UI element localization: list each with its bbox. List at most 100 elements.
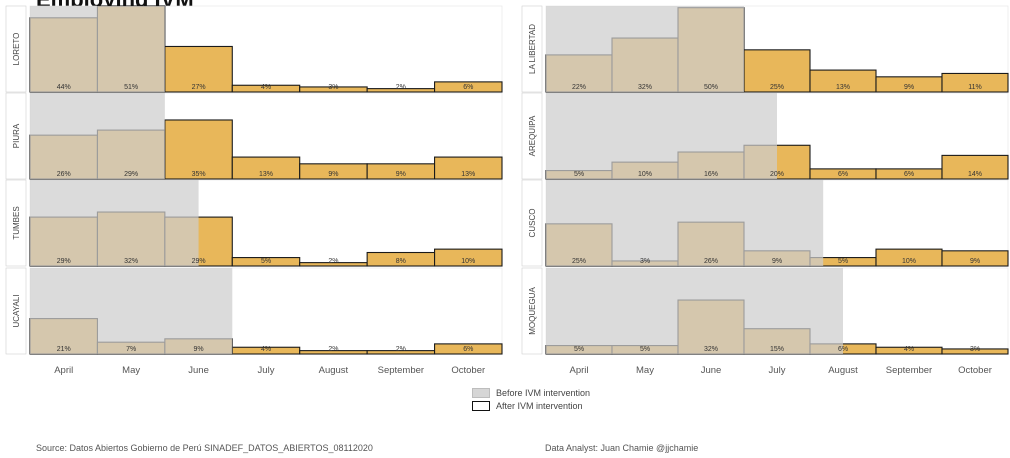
facet-label-ucayali: UCAYALI xyxy=(12,294,21,327)
x-tick-label-right-june: June xyxy=(701,365,722,376)
value-label-la-libertad-june: 50% xyxy=(704,84,718,91)
facet-label-moquegua: MOQUEGUA xyxy=(528,287,537,335)
before-shade-tumbes xyxy=(30,180,199,266)
legend-item-after: After IVM intervention xyxy=(472,399,590,412)
x-tick-label-right-may: May xyxy=(636,365,654,376)
before-shade-ucayali xyxy=(30,268,233,354)
before-shade-cusco xyxy=(546,180,824,266)
value-label-cusco-june: 26% xyxy=(704,258,718,265)
facet-label-tumbes: TUMBES xyxy=(12,206,21,239)
value-label-arequipa-july: 20% xyxy=(770,171,784,178)
value-label-tumbes-october: 10% xyxy=(461,258,475,265)
bar-piura-june xyxy=(164,119,233,180)
value-label-cusco-september: 10% xyxy=(902,258,916,265)
before-shade-la-libertad xyxy=(546,6,744,92)
facet-label-loreto: LORETO xyxy=(12,33,21,66)
x-tick-label-right-october: October xyxy=(958,365,992,376)
value-label-tumbes-april: 29% xyxy=(57,258,71,265)
bar-moquegua-october xyxy=(941,348,1009,355)
bar-loreto-october xyxy=(434,81,503,93)
value-label-loreto-september: 2% xyxy=(396,84,406,91)
value-label-arequipa-september: 6% xyxy=(904,171,914,178)
value-label-loreto-june: 27% xyxy=(192,84,206,91)
value-label-loreto-april: 44% xyxy=(57,84,71,91)
value-label-la-libertad-october: 11% xyxy=(968,84,982,91)
value-label-arequipa-may: 10% xyxy=(638,171,652,178)
x-tick-label-left-july: July xyxy=(258,365,275,376)
value-label-cusco-april: 25% xyxy=(572,258,586,265)
value-label-cusco-august: 5% xyxy=(838,258,848,265)
bar-la-libertad-october xyxy=(941,72,1009,93)
x-tick-label-right-august: August xyxy=(828,365,858,376)
value-label-cusco-july: 9% xyxy=(772,258,782,265)
value-label-cusco-may: 3% xyxy=(640,258,650,265)
legend-label-after: After IVM intervention xyxy=(496,400,583,411)
facet-strip-moquegua xyxy=(521,267,543,355)
value-label-moquegua-may: 5% xyxy=(640,346,650,353)
bar-loreto-june xyxy=(164,45,233,93)
value-label-moquegua-june: 32% xyxy=(704,346,718,353)
facet-label-piura: PIURA xyxy=(12,123,21,148)
value-label-ucayali-june: 9% xyxy=(194,346,204,353)
legend-item-before: Before IVM intervention xyxy=(472,386,590,399)
value-label-tumbes-june: 29% xyxy=(192,258,206,265)
value-label-piura-august: 9% xyxy=(328,171,338,178)
value-label-ucayali-august: 2% xyxy=(328,346,338,353)
before-shade-loreto xyxy=(30,6,165,92)
analyst-credit: Data Analyst: Juan Chamie @jjchamie xyxy=(545,443,699,453)
x-tick-label-left-august: August xyxy=(319,365,349,376)
legend-swatch-before xyxy=(472,387,490,398)
x-tick-label-right-july: July xyxy=(769,365,786,376)
value-label-moquegua-september: 4% xyxy=(904,346,914,353)
value-label-loreto-may: 51% xyxy=(124,84,138,91)
value-label-ucayali-april: 21% xyxy=(57,346,71,353)
value-label-moquegua-august: 6% xyxy=(838,346,848,353)
value-label-arequipa-june: 16% xyxy=(704,171,718,178)
bar-cusco-october xyxy=(941,250,1009,267)
x-tick-label-left-october: October xyxy=(451,365,485,376)
facet-strip-tumbes xyxy=(5,179,27,267)
facet-strip-arequipa xyxy=(521,92,543,180)
value-label-la-libertad-august: 13% xyxy=(836,84,850,91)
value-label-piura-june: 35% xyxy=(192,171,206,178)
facet-strip-piura xyxy=(5,92,27,180)
value-label-ucayali-september: 2% xyxy=(396,346,406,353)
legend-swatch-after xyxy=(472,400,490,411)
facet-strip-la-libertad xyxy=(521,5,543,93)
value-label-piura-september: 9% xyxy=(396,171,406,178)
x-tick-label-left-september: September xyxy=(378,365,424,376)
value-label-loreto-july: 4% xyxy=(261,84,271,91)
value-label-moquegua-july: 15% xyxy=(770,346,784,353)
value-label-ucayali-may: 7% xyxy=(126,346,136,353)
value-label-la-libertad-april: 22% xyxy=(572,84,586,91)
value-label-ucayali-october: 6% xyxy=(463,346,473,353)
value-label-loreto-august: 3% xyxy=(328,84,338,91)
legend: Before IVM intervention After IVM interv… xyxy=(472,386,590,412)
x-tick-label-right-september: September xyxy=(886,365,932,376)
bar-la-libertad-july xyxy=(743,49,811,93)
value-label-la-libertad-may: 32% xyxy=(638,84,652,91)
value-label-piura-may: 29% xyxy=(124,171,138,178)
value-label-piura-april: 26% xyxy=(57,171,71,178)
before-shade-arequipa xyxy=(546,93,777,179)
before-shade-piura xyxy=(30,93,165,179)
value-label-la-libertad-july: 25% xyxy=(770,84,784,91)
value-label-arequipa-april: 5% xyxy=(574,171,584,178)
value-label-loreto-october: 6% xyxy=(463,84,473,91)
x-tick-label-left-june: June xyxy=(188,365,209,376)
facet-strip-ucayali xyxy=(5,267,27,355)
value-label-cusco-october: 9% xyxy=(970,258,980,265)
bar-tumbes-october xyxy=(434,248,503,267)
value-label-tumbes-september: 8% xyxy=(396,258,406,265)
source-note: Source: Datos Abiertos Gobierno de Perú … xyxy=(36,443,373,453)
value-label-piura-july: 13% xyxy=(259,171,273,178)
bar-piura-october xyxy=(434,156,503,180)
facet-label-arequipa: AREQUIPA xyxy=(528,115,537,156)
bar-ucayali-october xyxy=(434,343,503,355)
value-label-arequipa-august: 6% xyxy=(838,171,848,178)
value-label-moquegua-october: 3% xyxy=(970,346,980,353)
facet-strip-cusco xyxy=(521,179,543,267)
value-label-moquegua-april: 5% xyxy=(574,346,584,353)
value-label-tumbes-may: 32% xyxy=(124,258,138,265)
